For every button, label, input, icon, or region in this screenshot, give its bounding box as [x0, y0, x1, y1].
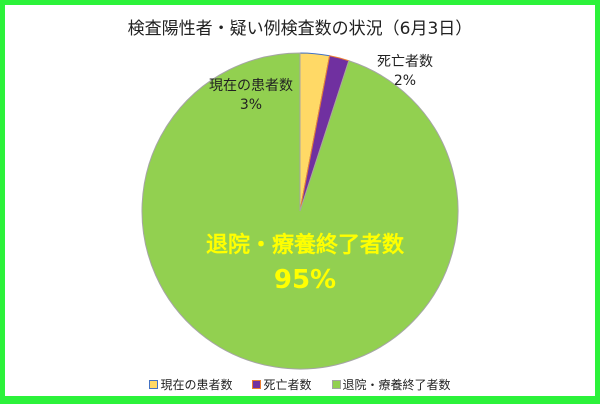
legend-swatch [252, 380, 262, 389]
chart-frame: 検査陽性者・疑い例検査数の状況（6月3日） 現在の患者数 3% 死亡者数 2% … [5, 5, 595, 396]
chart-title: 検査陽性者・疑い例検査数の状況（6月3日） [127, 19, 473, 39]
legend-swatch [331, 380, 341, 389]
slice-name: 現在の患者数 [209, 78, 293, 94]
slice-percent: 95% [273, 265, 337, 295]
legend-label: 現在の患者数 [160, 378, 233, 392]
legend-label: 死亡者数 [263, 378, 312, 392]
legend-item-recovered: 退院・療養終了者数 [331, 376, 451, 393]
slice-percent: 2% [393, 73, 417, 89]
slice-percent: 3% [239, 97, 263, 113]
legend-swatch [149, 380, 159, 389]
slice-label-current-patients: 現在の患者数 3% [201, 77, 301, 115]
legend: 現在の患者数 死亡者数 退院・療養終了者数 [5, 376, 595, 393]
slice-name: 死亡者数 [377, 54, 433, 70]
pie-slice-2 [141, 52, 459, 370]
legend-item-deaths: 死亡者数 [252, 376, 312, 393]
slice-label-deaths: 死亡者数 2% [365, 53, 445, 91]
pie-chart [141, 52, 459, 370]
legend-label: 退院・療養終了者数 [342, 378, 451, 392]
slice-label-recovered: 退院・療養終了者数 95% [155, 229, 455, 297]
legend-item-current-patients: 現在の患者数 [149, 376, 232, 393]
slice-name: 退院・療養終了者数 [205, 233, 404, 258]
